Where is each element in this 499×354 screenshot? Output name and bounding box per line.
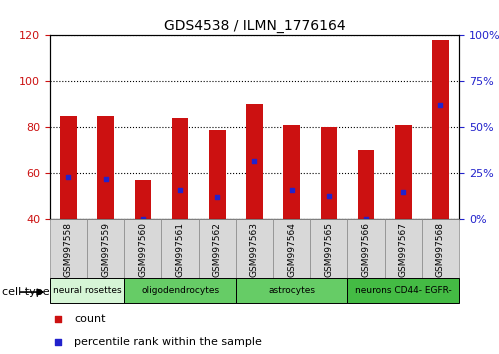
Bar [124,219,162,278]
Text: GSM997566: GSM997566 [362,222,371,278]
Text: count: count [74,314,106,325]
Bar [236,278,347,303]
Text: GSM997561: GSM997561 [176,222,185,278]
Text: neural rosettes: neural rosettes [53,286,121,295]
Bar [87,219,124,278]
Text: GSM997564: GSM997564 [287,222,296,277]
Bar [97,116,114,219]
Text: GSM997565: GSM997565 [324,222,333,278]
Text: GSM997563: GSM997563 [250,222,259,278]
Bar [135,181,151,219]
Bar [50,278,124,303]
Text: GSM997560: GSM997560 [138,222,147,278]
Bar [60,116,77,219]
Point [250,158,258,164]
Bar [162,219,199,278]
Point [139,217,147,222]
Bar [199,219,236,278]
Text: cell type: cell type [2,287,50,297]
Bar [310,219,347,278]
Bar [246,104,263,219]
Bar [320,127,337,219]
Bar [358,150,374,219]
Point [176,187,184,193]
Text: GSM997558: GSM997558 [64,222,73,278]
Text: GSM997567: GSM997567 [399,222,408,278]
Text: GSM997568: GSM997568 [436,222,445,278]
Bar [422,219,459,278]
Bar [347,219,385,278]
Bar [209,130,226,219]
Point [213,195,221,200]
Text: neurons CD44- EGFR-: neurons CD44- EGFR- [355,286,452,295]
Text: percentile rank within the sample: percentile rank within the sample [74,337,262,348]
Point [362,217,370,222]
Point [54,340,62,346]
Text: GSM997559: GSM997559 [101,222,110,278]
Title: GDS4538 / ILMN_1776164: GDS4538 / ILMN_1776164 [164,19,345,33]
Point [102,176,110,182]
Bar [172,118,189,219]
Point [325,193,333,198]
Bar [283,125,300,219]
Text: oligodendrocytes: oligodendrocytes [141,286,219,295]
Bar [124,278,236,303]
Point [437,103,445,108]
Text: GSM997562: GSM997562 [213,222,222,277]
Bar [50,219,87,278]
Bar [385,219,422,278]
Bar [432,40,449,219]
Bar [395,125,412,219]
Point [288,187,296,193]
Point [399,189,407,195]
Point [54,316,62,322]
Bar [347,278,459,303]
Text: astrocytes: astrocytes [268,286,315,295]
Bar [273,219,310,278]
Point [64,174,72,180]
Bar [236,219,273,278]
